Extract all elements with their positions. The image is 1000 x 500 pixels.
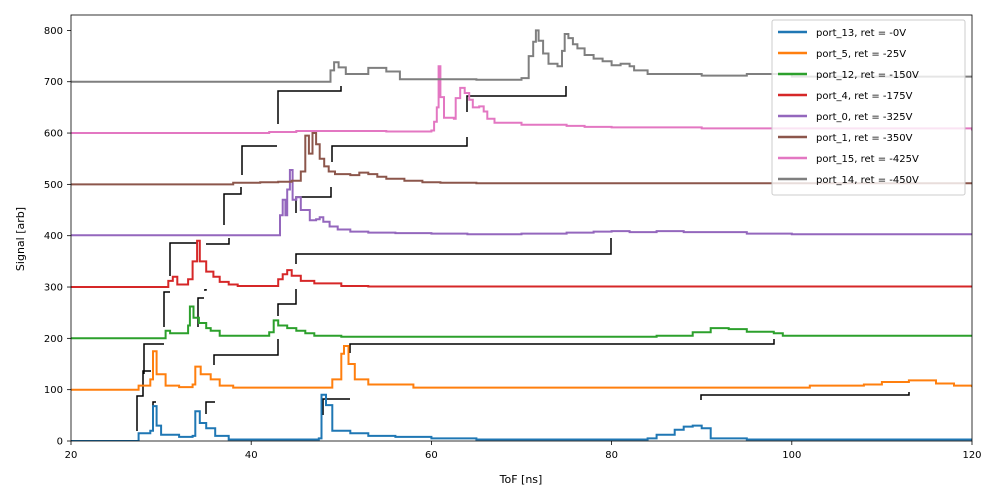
y-tick-label: 600 xyxy=(44,129,63,140)
axes: 20 40 60 80 100 120 0 100 200 300 400 500 600 700 800 xyxy=(44,14,982,461)
y-tick-label: 700 xyxy=(44,77,63,88)
x-tick-label: 100 xyxy=(782,450,801,461)
legend-entry: port_12, ret = -150V xyxy=(816,70,919,81)
series-line-1 xyxy=(71,345,972,391)
bracket-annotations xyxy=(136,86,910,431)
series-line-4 xyxy=(71,169,972,237)
series-line-3 xyxy=(71,239,972,288)
x-axis-label: ToF [ns] xyxy=(499,473,543,486)
y-axis-label: Signal [arb] xyxy=(14,207,27,271)
series-line-6 xyxy=(71,65,972,134)
x-tick-label: 80 xyxy=(605,450,618,461)
x-tick-label: 120 xyxy=(962,450,981,461)
legend-entry: port_4, ret = -175V xyxy=(816,91,913,102)
y-tick-label: 0 xyxy=(57,437,63,448)
legend-entry: port_15, ret = -425V xyxy=(816,154,919,165)
series-line-2 xyxy=(71,305,972,340)
x-tick-label: 40 xyxy=(245,450,258,461)
legend-entry: port_14, ret = -450V xyxy=(816,175,919,186)
y-tick-label: 500 xyxy=(44,180,63,191)
legend: port_13, ret = -0V port_5, ret = -25V port… xyxy=(771,19,966,196)
y-tick-label: 200 xyxy=(44,334,63,345)
legend-entry: port_1, ret = -350V xyxy=(816,133,913,144)
x-tick-label: 60 xyxy=(425,450,438,461)
series-line-7 xyxy=(71,29,972,83)
series-line-0 xyxy=(71,393,972,441)
plot-frame xyxy=(70,14,973,442)
y-tick-label: 300 xyxy=(44,283,63,294)
y-tick-label: 400 xyxy=(44,231,63,242)
y-tick-label: 100 xyxy=(44,385,63,396)
y-tick-label: 800 xyxy=(44,26,63,37)
legend-entry: port_5, ret = -25V xyxy=(816,49,906,60)
x-tick-label: 20 xyxy=(65,450,78,461)
series-line-5 xyxy=(71,132,972,186)
legend-box xyxy=(771,19,966,196)
legend-entry: port_0, ret = -325V xyxy=(816,112,913,123)
legend-entry: port_13, ret = -0V xyxy=(816,28,906,39)
plot-area xyxy=(71,29,972,441)
